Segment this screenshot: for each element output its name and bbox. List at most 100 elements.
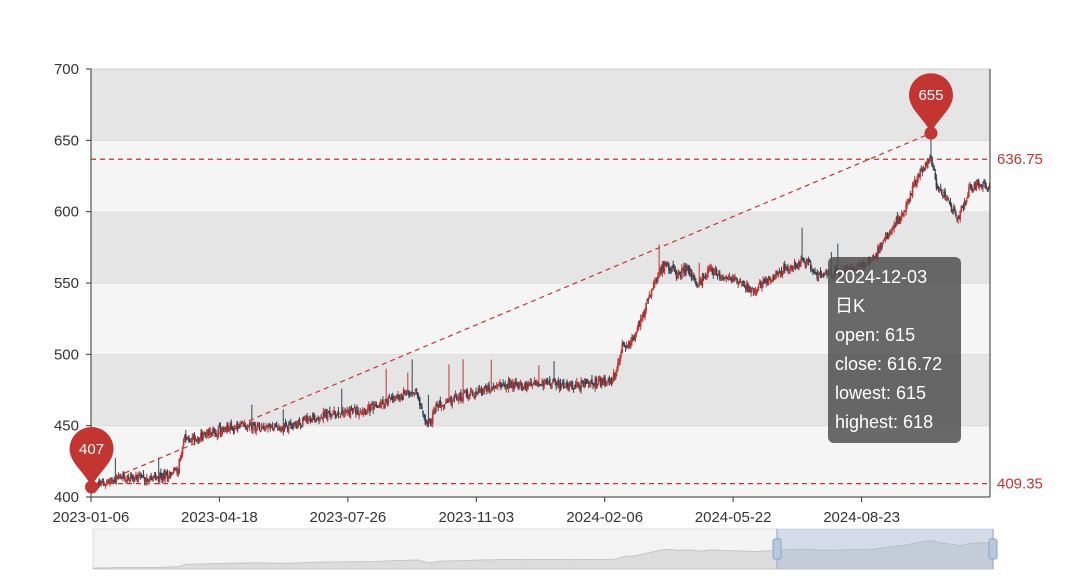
candle-body [768, 277, 771, 280]
candle-body [684, 267, 686, 275]
y-tick-label: 700 [54, 61, 79, 78]
candle-body [379, 403, 382, 408]
candle-body [350, 409, 353, 411]
datazoom-handle-right[interactable] [988, 529, 998, 569]
candle-body [889, 231, 891, 233]
candle-body [452, 398, 455, 400]
candle-body [460, 392, 462, 401]
candle-body [286, 425, 289, 430]
candle-body [199, 438, 201, 443]
candle-body [591, 379, 593, 385]
candle-body [186, 438, 188, 440]
candle-body [723, 279, 725, 281]
candle-body [371, 403, 373, 405]
candle-body [633, 337, 635, 341]
candle-body [155, 478, 158, 480]
candle-body [985, 185, 988, 189]
markpoint-label: 407 [79, 441, 104, 458]
candle-body [226, 425, 228, 431]
candle-body [781, 273, 784, 276]
candle-body [480, 389, 483, 392]
candle-body [682, 268, 684, 270]
candle-body [679, 275, 682, 278]
candle-body [490, 388, 493, 390]
candle-body [544, 381, 547, 383]
candle-body [423, 414, 425, 416]
candle-body [701, 275, 704, 287]
candle-body [593, 383, 595, 387]
candle-body [642, 315, 644, 319]
candle-body [752, 288, 755, 293]
candle-body [960, 206, 963, 212]
candle-body [586, 380, 589, 382]
candle-body [736, 278, 738, 284]
candle-body [492, 385, 495, 387]
candle-body [510, 382, 513, 387]
candle-body [808, 259, 811, 263]
candle-body [400, 397, 403, 399]
candle-body [411, 391, 413, 393]
candle-body [696, 284, 698, 286]
candle-body [753, 291, 756, 294]
candle-body [533, 381, 536, 383]
candle-body [353, 407, 356, 409]
candle-body [301, 418, 304, 426]
candle-body [559, 382, 562, 388]
candle-body [754, 290, 757, 293]
candle-body [731, 278, 734, 282]
candle-body [254, 423, 256, 430]
candle-body [103, 485, 106, 487]
candle-body [661, 264, 664, 274]
candle-body [574, 384, 577, 386]
candle-body [305, 415, 307, 419]
candle-body [818, 273, 821, 275]
candle-body [791, 266, 794, 269]
candle-body [414, 389, 417, 391]
candle-body [203, 433, 205, 435]
candle-body [388, 396, 391, 398]
candle-body [200, 432, 202, 438]
candle-body [729, 278, 732, 280]
candle-body [883, 239, 886, 241]
candle-body [750, 288, 752, 293]
candle-body [366, 408, 369, 414]
candle-body [621, 343, 624, 353]
candle-body [230, 422, 233, 427]
candle-body [462, 392, 464, 402]
candle-body [977, 180, 980, 186]
candle-body [143, 477, 146, 482]
candle-body [775, 270, 777, 278]
candle-body [765, 280, 768, 284]
candle-body [298, 419, 301, 424]
candle-body [523, 382, 526, 389]
candle-body [516, 383, 519, 385]
candle-body [766, 278, 769, 284]
candle-body [694, 277, 696, 280]
candle-body [212, 429, 214, 436]
candle-body [625, 345, 628, 347]
candle-body [718, 272, 721, 279]
candle-body [683, 266, 685, 274]
candle-body [692, 275, 695, 278]
candle-body [742, 281, 745, 284]
candle-body [320, 416, 322, 418]
candle-body [616, 369, 618, 373]
candle-body [314, 419, 317, 422]
datazoom-handle-left[interactable] [772, 529, 782, 569]
candle-body [221, 427, 224, 433]
candle-body [686, 266, 689, 271]
candle-body [377, 406, 380, 408]
candle-body [375, 404, 378, 408]
candle-body [700, 280, 703, 285]
candle-body [348, 410, 351, 416]
candle-body [296, 423, 299, 428]
candle-body [892, 228, 894, 230]
candle-body [153, 475, 156, 478]
candle-body [695, 281, 697, 285]
candle-body [173, 468, 175, 472]
candle-body [208, 430, 211, 435]
candle-body [916, 180, 918, 187]
candle-body [974, 184, 977, 190]
candle-body [135, 474, 137, 478]
candle-body [473, 395, 475, 397]
